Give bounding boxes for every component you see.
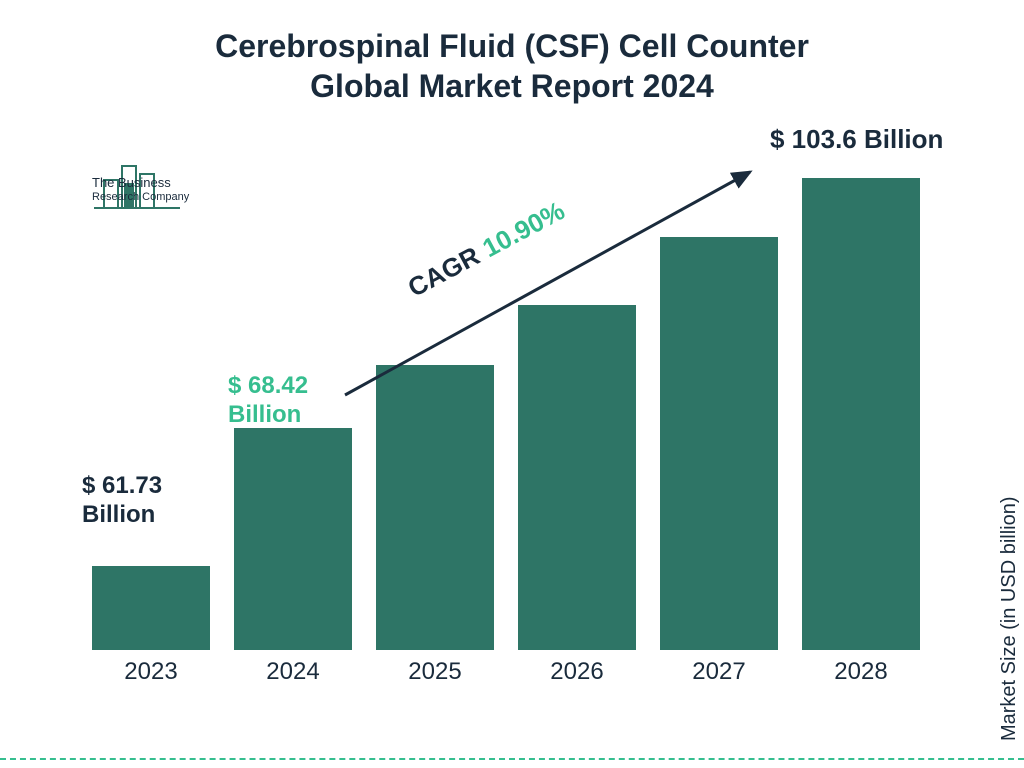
x-axis-label: 2025: [376, 658, 494, 686]
bar: [234, 428, 352, 650]
bar: [660, 237, 778, 650]
title-line-1: Cerebrospinal Fluid (CSF) Cell Counter: [0, 26, 1024, 66]
value-label: $ 68.42Billion: [228, 372, 308, 430]
bar: [802, 178, 920, 650]
value-label: $ 103.6 Billion: [770, 124, 943, 155]
x-axis-label: 2023: [92, 658, 210, 686]
title-line-2: Global Market Report 2024: [0, 66, 1024, 106]
x-axis-label: 2026: [518, 658, 636, 686]
chart-title: Cerebrospinal Fluid (CSF) Cell Counter G…: [0, 0, 1024, 106]
y-axis-label: Market Size (in USD billion): [999, 497, 1022, 742]
x-axis-label: 2024: [234, 658, 352, 686]
value-label: $ 61.73Billion: [82, 472, 162, 530]
bottom-dashed-border: [0, 758, 1024, 760]
bar: [518, 305, 636, 650]
bar: [92, 566, 210, 650]
x-axis-label: 2027: [660, 658, 778, 686]
x-axis-label: 2028: [802, 658, 920, 686]
bar: [376, 365, 494, 650]
x-axis: 2023 2024 2025 2026 2027 2028: [80, 658, 940, 686]
